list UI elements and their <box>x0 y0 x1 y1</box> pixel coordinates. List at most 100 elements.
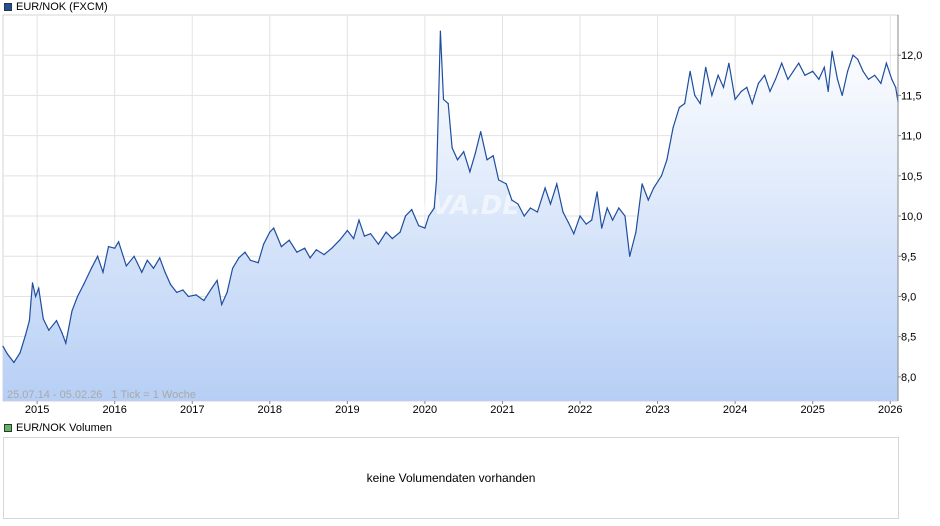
price-point <box>624 215 626 217</box>
price-point <box>107 246 110 248</box>
price-point <box>827 90 829 92</box>
price-point <box>232 267 234 269</box>
price-point <box>226 291 228 293</box>
price-point <box>536 211 539 213</box>
price-point <box>463 151 465 153</box>
price-point <box>787 78 789 80</box>
date-range-text: 25.07.14 - 05.02.26 <box>7 389 102 401</box>
price-point <box>114 247 116 249</box>
price-point <box>24 334 27 336</box>
y-tick-label: 9,0 <box>901 291 916 303</box>
price-point <box>358 219 360 221</box>
price-point <box>363 235 365 237</box>
price-point <box>874 74 876 76</box>
price-point <box>38 287 40 289</box>
price-point <box>346 229 348 232</box>
price-point <box>728 62 730 64</box>
price-point <box>323 254 325 256</box>
price-point <box>61 332 63 334</box>
price-point <box>841 94 843 96</box>
price-point <box>867 78 870 80</box>
price-point <box>399 231 401 233</box>
price-point <box>769 90 771 92</box>
price-point <box>447 102 449 105</box>
price-point <box>549 203 552 205</box>
price-point <box>304 247 306 249</box>
price-point <box>880 82 882 84</box>
price-point <box>474 152 476 154</box>
price-point <box>176 291 178 293</box>
price-point <box>42 318 44 320</box>
price-point <box>653 187 655 189</box>
price-point <box>823 66 825 68</box>
x-tick-label: 2016 <box>102 404 126 416</box>
price-point <box>273 227 275 229</box>
price-point <box>635 231 637 233</box>
x-tick-label: 2025 <box>800 404 824 416</box>
price-point <box>211 287 213 289</box>
y-tick-label: 10,5 <box>901 171 922 183</box>
price-point <box>451 147 453 149</box>
price-point <box>296 251 298 253</box>
y-tick-label: 11,0 <box>901 131 922 143</box>
volume-message: keine Volumendaten vorhanden <box>366 471 536 485</box>
x-tick-labels: 2015 2016 2017 2018 2019 2020 2021 2022 2023 2024… <box>25 401 902 416</box>
price-point <box>71 310 73 312</box>
price-point <box>529 207 532 209</box>
price-point <box>428 215 430 217</box>
price-point <box>118 241 120 243</box>
price-point <box>182 289 184 291</box>
price-point <box>244 251 246 253</box>
price-point <box>353 238 355 240</box>
x-tick-label: 2017 <box>180 404 204 416</box>
x-tick-label: 2022 <box>568 404 592 416</box>
price-point <box>435 179 438 181</box>
price-point <box>699 102 701 105</box>
x-tick-label: 2018 <box>258 404 282 416</box>
price-point <box>781 62 783 64</box>
price-point <box>740 90 742 92</box>
price-point <box>370 233 372 235</box>
price-point <box>792 70 794 72</box>
price-point <box>857 58 859 60</box>
price-point <box>562 211 564 213</box>
y-tick-labels: 8,0 8,5 9,0 9,5 10,0 10,5 11,0 11,5 12,0 <box>898 50 922 384</box>
price-point <box>13 361 15 363</box>
price-point <box>385 231 387 233</box>
price-point <box>852 54 854 56</box>
price-point <box>187 295 189 298</box>
price-point <box>862 70 864 72</box>
price-points <box>2 30 899 363</box>
price-point <box>195 294 197 296</box>
x-tick-label: 2023 <box>645 404 669 416</box>
price-point <box>672 127 674 129</box>
price-point <box>31 282 34 284</box>
price-point <box>433 207 435 209</box>
x-tick-label: 2021 <box>490 404 514 416</box>
price-point <box>684 102 686 105</box>
volume-legend-label: EUR/NOK Volumen <box>16 422 112 434</box>
price-point <box>238 257 240 259</box>
price-point <box>579 215 581 217</box>
price-point <box>567 221 570 224</box>
price-point <box>159 257 161 259</box>
price-point <box>19 352 21 354</box>
y-tick-label: 8,5 <box>901 332 916 344</box>
price-point <box>711 94 713 96</box>
x-tick-label: 2015 <box>25 404 49 416</box>
price-point <box>885 62 888 64</box>
price-point <box>734 98 736 100</box>
price-point <box>666 159 668 161</box>
tick-interval-text: 1 Tick = 1 Woche <box>111 389 195 401</box>
price-point <box>618 207 620 209</box>
volume-legend: EUR/NOK Volumen <box>4 421 112 435</box>
price-point <box>523 215 525 217</box>
price-point <box>891 78 893 80</box>
price-point <box>339 239 341 241</box>
price-point <box>152 267 155 269</box>
price-point <box>480 131 482 133</box>
price-point <box>818 78 820 80</box>
watermark: ARIVA.DE <box>380 191 520 221</box>
price-point <box>492 155 494 157</box>
price-point <box>517 203 519 205</box>
